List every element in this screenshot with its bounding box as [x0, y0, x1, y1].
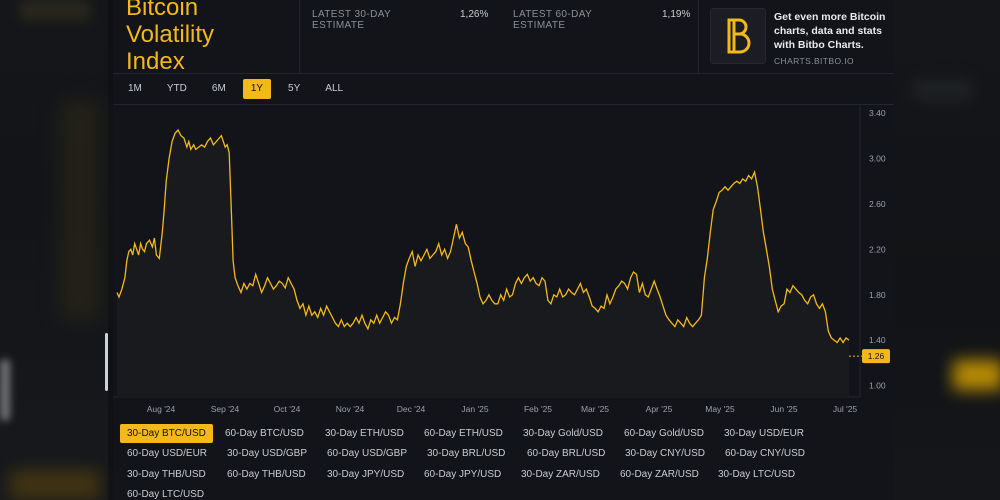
range-button-ytd[interactable]: YTD — [166, 83, 187, 94]
y-tick-label: 2.60 — [869, 199, 886, 209]
pair-button[interactable]: 30-Day THB/USD — [127, 469, 206, 480]
pair-button[interactable]: 30-Day USD/GBP — [227, 448, 308, 459]
pair-button[interactable]: 30-Day ETH/USD — [325, 428, 404, 439]
pair-button[interactable]: 30-Day USD/EUR — [724, 428, 805, 439]
divider — [698, 0, 699, 74]
y-tick-label: 1.40 — [869, 335, 886, 345]
pair-button[interactable]: 60-Day BRL/USD — [527, 448, 606, 459]
stat-30day-label: LATEST 30-DAY ESTIMATE — [312, 9, 391, 31]
pair-button[interactable]: 30-Day BRL/USD — [427, 448, 506, 459]
pair-button[interactable]: 60-Day BTC/USD — [225, 428, 304, 439]
y-tick-label: 1.80 — [869, 290, 886, 300]
x-tick-label: Nov '24 — [336, 404, 365, 414]
promo-text: Get even more Bitcoin charts, data and s… — [774, 11, 886, 51]
divider — [113, 104, 894, 105]
pair-button[interactable]: 30-Day BTC/USD — [120, 424, 213, 443]
range-button-1y[interactable]: 1Y — [242, 79, 272, 99]
pair-button[interactable]: 60-Day THB/USD — [227, 469, 306, 480]
stat-label-line: LATEST 60-DAY — [513, 9, 593, 20]
range-button-5y[interactable]: 5Y — [288, 83, 301, 94]
x-tick-label: May '25 — [705, 404, 735, 414]
pair-button[interactable]: 30-Day CNY/USD — [625, 448, 706, 459]
pair-button[interactable]: 60-Day USD/EUR — [127, 448, 208, 459]
title-line: Bitcoin — [126, 0, 199, 21]
pair-button[interactable]: 60-Day CNY/USD — [725, 448, 806, 459]
pair-button[interactable]: 60-Day JPY/USD — [424, 469, 502, 480]
series-area — [117, 130, 849, 397]
current-value-badge — [862, 349, 890, 364]
stat-label-line: ESTIMATE — [312, 20, 365, 31]
background-right — [893, 0, 1000, 500]
pair-button[interactable]: 30-Day Gold/USD — [523, 428, 604, 439]
y-tick-label: 2.20 — [869, 244, 886, 254]
stat-label-line: LATEST 30-DAY — [312, 9, 392, 20]
bitbo-b-logo-icon — [710, 8, 766, 64]
x-tick-label: Jul '25 — [833, 404, 858, 414]
page-title: Bitcoin Volatility Index — [126, 0, 296, 75]
current-value-label: 1.26 — [868, 351, 885, 361]
stat-label-line: ESTIMATE — [513, 20, 566, 31]
x-tick-label: Mar '25 — [581, 404, 609, 414]
stat-60day-value: 1,19% — [662, 9, 691, 20]
volatility-chart: 3.40 3.00 2.60 2.20 1.80 1.40 1.00 Aug '24 Sep '… — [113, 105, 890, 414]
bitbo-charts-promo[interactable]: Get even more Bitcoin charts, data and s… — [710, 8, 886, 68]
title-line: Volatility — [126, 21, 215, 48]
x-tick-label: Feb '25 — [524, 404, 552, 414]
range-button-all[interactable]: ALL — [325, 83, 344, 94]
title-line: Index — [126, 48, 185, 75]
series-line — [116, 128, 850, 344]
y-tick-label: 3.40 — [869, 108, 886, 118]
range-button-1m[interactable]: 1M — [128, 83, 142, 94]
pair-button[interactable]: 30-Day ZAR/USD — [521, 469, 600, 480]
x-tick-label: Sep '24 — [211, 404, 240, 414]
pair-button[interactable]: 60-Day LTC/USD — [127, 489, 205, 500]
pair-button[interactable]: 60-Day USD/GBP — [327, 448, 408, 459]
x-tick-label: Dec '24 — [397, 404, 426, 414]
background-left — [0, 0, 108, 500]
divider — [299, 0, 300, 74]
y-tick-label: 1.00 — [869, 381, 886, 391]
x-tick-label: Jun '25 — [770, 404, 797, 414]
pair-button[interactable]: 60-Day ETH/USD — [424, 428, 503, 439]
stat-30day-value: 1,26% — [460, 9, 489, 20]
range-selector: 1M YTD 6M 1Y 5Y ALL — [120, 79, 360, 101]
header: Bitcoin Volatility Index LATEST 30-DAY E… — [113, 0, 894, 75]
volatility-panel: Bitcoin Volatility Index LATEST 30-DAY E… — [113, 0, 894, 500]
pair-button[interactable]: 60-Day Gold/USD — [624, 428, 705, 439]
pair-button[interactable]: 30-Day LTC/USD — [718, 469, 796, 480]
pair-button[interactable]: 60-Day ZAR/USD — [620, 469, 699, 480]
pair-button[interactable]: 30-Day JPY/USD — [327, 469, 405, 480]
x-tick-label: Apr '25 — [646, 404, 673, 414]
stat-60day-label: LATEST 60-DAY ESTIMATE — [513, 9, 592, 31]
y-tick-label: 3.00 — [869, 153, 886, 163]
promo-link[interactable]: CHARTS.BITBO.IO — [774, 56, 854, 66]
x-tick-label: Jan '25 — [461, 404, 488, 414]
x-tick-label: Oct '24 — [274, 404, 301, 414]
range-button-6m[interactable]: 6M — [211, 83, 226, 94]
x-tick-label: Aug '24 — [147, 404, 176, 414]
scrollbar-handle[interactable] — [105, 333, 108, 391]
